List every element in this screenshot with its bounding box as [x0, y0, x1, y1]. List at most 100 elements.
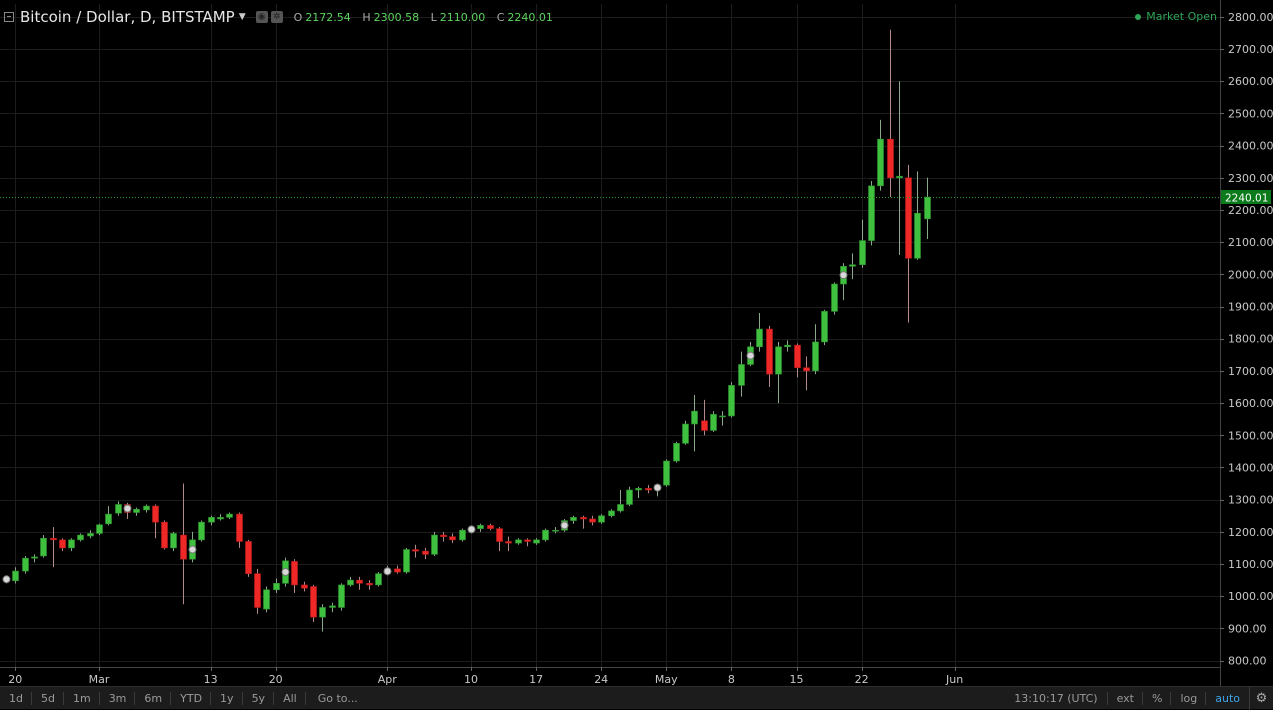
ext-toggle[interactable]: ext	[1108, 687, 1144, 710]
candle	[115, 501, 122, 516]
candle-body	[50, 537, 57, 541]
candle-body	[133, 508, 140, 513]
x-tick-label: Jun	[945, 673, 963, 686]
gear-icon[interactable]: ✲	[270, 11, 283, 23]
candle-body	[477, 525, 484, 529]
event-marker	[281, 568, 290, 577]
open-label: O	[293, 10, 303, 24]
candle-body	[301, 584, 308, 589]
candle	[273, 578, 280, 593]
range-all-button[interactable]: All	[274, 687, 306, 710]
candle-body	[449, 536, 456, 541]
candle-body	[338, 584, 345, 608]
y-tick-label: 2200.00	[1228, 204, 1273, 217]
range-5y-button[interactable]: 5y	[243, 687, 275, 710]
range-1y-button[interactable]: 1y	[211, 687, 243, 710]
settings-gear-icon[interactable]: ⚙	[1249, 686, 1273, 710]
candle	[12, 567, 19, 584]
event-marker	[467, 525, 476, 534]
y-tick-label: 1700.00	[1228, 365, 1273, 378]
candle-body	[291, 561, 298, 586]
candle	[877, 119, 884, 191]
low-value: 2110.00	[439, 10, 486, 24]
candle	[803, 356, 810, 391]
candle-body	[273, 583, 280, 591]
candle-body	[533, 539, 540, 544]
market-status: Market Open	[1135, 10, 1217, 23]
candle	[552, 526, 559, 534]
legend-toggle-button[interactable]	[4, 12, 14, 22]
candle-body	[570, 517, 577, 521]
candle	[394, 565, 401, 574]
candle-body	[794, 344, 801, 368]
candle-body	[524, 539, 531, 542]
candle	[487, 523, 494, 531]
candle	[682, 420, 689, 445]
candle	[859, 219, 866, 268]
candle	[477, 523, 484, 532]
candle-body	[422, 550, 429, 555]
symbol-title[interactable]: Bitcoin / Dollar, D, BITSTAMP	[20, 8, 235, 26]
y-tick-label: 1400.00	[1228, 461, 1273, 474]
utc-clock[interactable]: 13:10:17 (UTC)	[1004, 687, 1108, 710]
percent-toggle[interactable]: %	[1143, 687, 1172, 710]
candle-body	[77, 534, 84, 541]
auto-toggle[interactable]: auto	[1215, 691, 1240, 705]
axes: 800.00 900.00 1000.00 1100.00 1200.00 1300.00…	[0, 0, 1273, 686]
candle-body	[887, 138, 894, 179]
y-tick-label: 1100.00	[1228, 558, 1273, 571]
chevron-down-icon[interactable]: ▼	[238, 12, 246, 22]
candle-body	[180, 534, 187, 560]
x-tick-label: 13	[204, 673, 218, 686]
candle	[905, 164, 912, 323]
candle-body	[22, 557, 29, 572]
candle	[831, 282, 838, 315]
chart-area[interactable]: 800.00 900.00 1000.00 1100.00 1200.00 1300.00…	[0, 0, 1273, 686]
candle-body	[263, 589, 270, 610]
y-tick-label: 2400.00	[1228, 140, 1273, 153]
y-tick-label: 2000.00	[1228, 268, 1273, 281]
x-tick-label: 20	[269, 673, 283, 686]
candle	[440, 531, 447, 542]
x-tick-label: May	[655, 673, 678, 686]
candle-body	[161, 521, 168, 549]
high-label: H	[362, 10, 371, 24]
candle	[96, 523, 103, 536]
market-status-label: Market Open	[1146, 10, 1217, 23]
x-tick-label: 22	[855, 673, 869, 686]
range-1m-button[interactable]: 1m	[64, 687, 100, 710]
range-3m-button[interactable]: 3m	[100, 687, 136, 710]
eye-icon[interactable]: ◉	[255, 11, 268, 23]
candle	[356, 576, 363, 590]
candle	[236, 512, 243, 548]
candle-body	[356, 579, 363, 584]
range-6m-button[interactable]: 6m	[135, 687, 171, 710]
candle	[301, 581, 308, 592]
candlestick-chart[interactable]: 800.00 900.00 1000.00 1100.00 1200.00 1300.00…	[0, 0, 1273, 686]
candle	[691, 395, 698, 452]
log-toggle[interactable]: log	[1171, 687, 1207, 710]
candle	[756, 312, 763, 352]
candle-body	[701, 420, 708, 431]
y-tick-label: 900.00	[1228, 622, 1267, 635]
candle-body	[403, 549, 410, 573]
x-tick-label: 15	[790, 673, 804, 686]
range-1d-button[interactable]: 1d	[0, 687, 32, 710]
candle-body	[617, 504, 624, 512]
candle-body	[143, 505, 150, 511]
x-tick-label: 8	[728, 673, 735, 686]
x-tick-label: 20	[8, 673, 22, 686]
goto-date-button[interactable]: Go to...	[317, 691, 358, 705]
event-marker	[383, 567, 392, 576]
candle-body	[663, 460, 670, 486]
y-tick-label: 2300.00	[1228, 172, 1273, 185]
candle	[887, 29, 894, 198]
candle-body	[608, 510, 615, 517]
candle-body	[859, 240, 866, 265]
candle-body	[245, 541, 252, 574]
range-5d-button[interactable]: 5d	[32, 687, 64, 710]
candle-body	[691, 410, 698, 425]
range-ytd-button[interactable]: YTD	[171, 687, 211, 710]
candle	[77, 533, 84, 542]
candle	[366, 580, 373, 590]
